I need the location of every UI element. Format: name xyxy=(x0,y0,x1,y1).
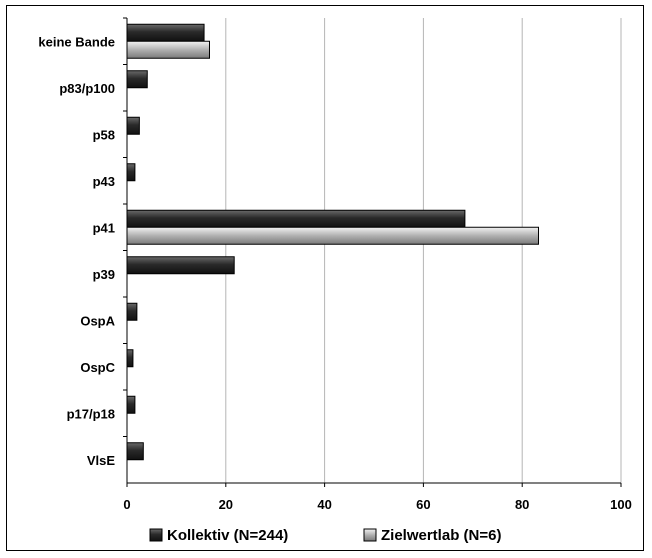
bar-kollektiv-9 xyxy=(126,442,144,461)
bar-kollektiv-4 xyxy=(126,209,466,228)
category-label-7: OspC xyxy=(80,360,115,375)
category-label-6: OspA xyxy=(80,313,115,328)
x-tick-label-80: 80 xyxy=(515,497,529,512)
category-labels: keine Bande p83/p100 p58 p43 p41 p39 OspA OspC p… xyxy=(38,34,115,468)
bar-kollektiv-6 xyxy=(126,302,138,321)
x-tick-label-20: 20 xyxy=(219,497,233,512)
x-tick-label-40: 40 xyxy=(317,497,331,512)
bar-zielwertlab-0 xyxy=(126,40,210,59)
category-label-5: p39 xyxy=(93,267,115,282)
x-tick-label-60: 60 xyxy=(416,497,430,512)
bar-zielwertlab-4 xyxy=(126,226,540,245)
bar-kollektiv-8 xyxy=(126,395,136,414)
bar-kollektiv-0 xyxy=(126,23,205,42)
x-tick-labels: 0 20 40 60 80 100 xyxy=(123,497,631,512)
legend-swatch-1 xyxy=(363,528,377,542)
category-label-9: VlsE xyxy=(87,453,116,468)
bar-kollektiv-2 xyxy=(126,116,140,135)
category-label-0: keine Bande xyxy=(38,34,115,49)
category-label-4: p41 xyxy=(93,220,115,235)
legend-swatch-0 xyxy=(149,528,163,542)
bar-kollektiv-1 xyxy=(126,70,148,89)
axes xyxy=(123,17,622,487)
grid-lines xyxy=(225,18,622,483)
bar-kollektiv-7 xyxy=(126,349,134,368)
category-label-8: p17/p18 xyxy=(67,406,115,421)
legend: Kollektiv (N=244) Zielwertlab (N=6) xyxy=(149,527,501,544)
bar-kollektiv-3 xyxy=(126,163,136,182)
bars xyxy=(126,23,540,461)
x-tick-label-0: 0 xyxy=(123,497,130,512)
legend-label-0: Kollektiv (N=244) xyxy=(167,527,288,544)
category-label-3: p43 xyxy=(93,174,115,189)
legend-label-1: Zielwertlab (N=6) xyxy=(381,527,501,544)
category-label-1: p83/p100 xyxy=(59,81,115,96)
bar-kollektiv-5 xyxy=(126,256,235,275)
x-tick-label-100: 100 xyxy=(610,497,632,512)
category-label-2: p58 xyxy=(93,127,115,142)
